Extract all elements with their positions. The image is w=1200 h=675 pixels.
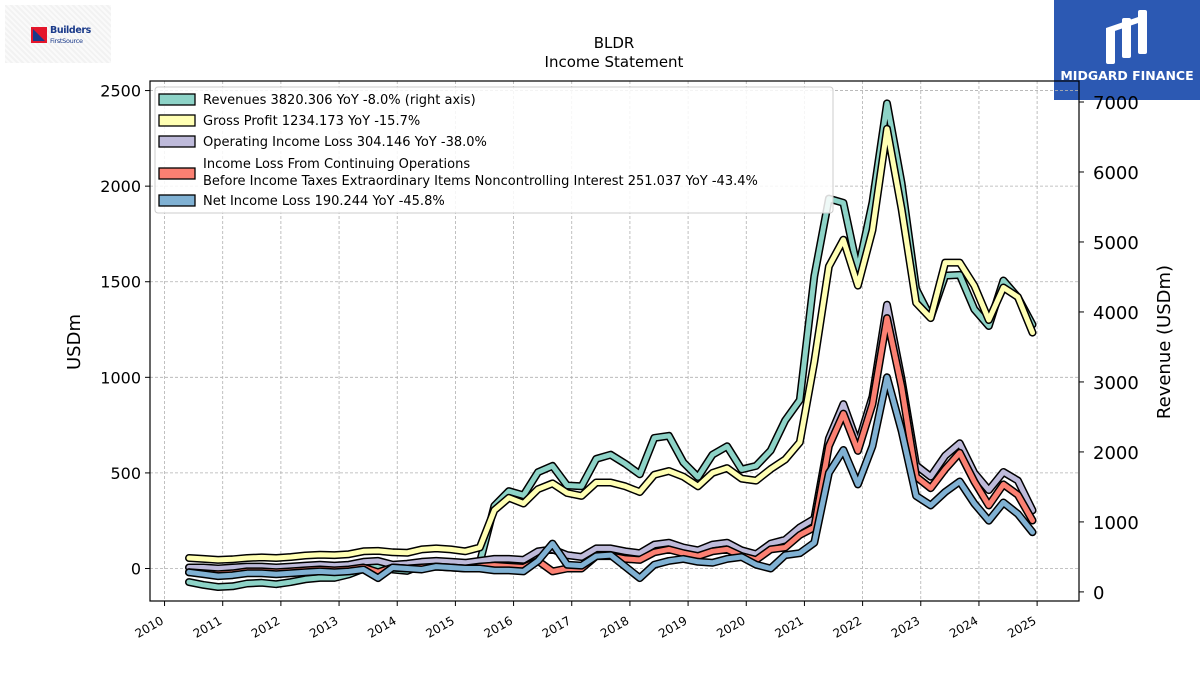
x-tick-label: 2018 (598, 613, 631, 640)
legend-label-net-income: Net Income Loss 190.244 YoY -45.8% (203, 194, 445, 209)
series-line-revenues (186, 100, 1035, 590)
x-tick-label: 2024 (947, 613, 980, 640)
y-axis-label-left: USDm (64, 314, 85, 370)
midgard-logo-mark-icon (1106, 10, 1147, 64)
y-right-tick-label: 1000 (1093, 513, 1139, 534)
x-tick-label: 2025 (1005, 613, 1038, 640)
logo-left-line2: FirstSource (50, 37, 83, 45)
x-tick-label: 2015 (423, 613, 456, 640)
legend-swatch-gross-profit (158, 114, 196, 127)
y-right-tick-label: 5000 (1093, 233, 1139, 254)
logo-left-line1: Builders (50, 25, 91, 36)
x-tick-label: 2021 (772, 613, 805, 640)
series-line-gross-profit (186, 126, 1035, 563)
legend-label-revenues: Revenues 3820.306 YoY -8.0% (right axis) (203, 93, 476, 108)
x-tick-label: 2023 (889, 613, 922, 640)
y-right-tick-label: 7000 (1093, 93, 1139, 114)
y-right-tick-label: 4000 (1093, 303, 1139, 324)
legend-label-operating-income: Operating Income Loss 304.146 YoY -38.0% (203, 135, 487, 150)
builders-firstsource-logo: Builders FirstSource (5, 5, 111, 63)
logo-right-wordmark: MIDGARD FINANCE (1060, 68, 1194, 83)
series-lines (185, 99, 1037, 591)
y-right-tick-label: 6000 (1093, 163, 1139, 184)
legend-swatch-pretax-income (158, 167, 196, 180)
x-tick-label: 2017 (540, 613, 573, 640)
y-left-tick-label: 0 (131, 560, 141, 579)
x-tick-label: 2019 (656, 613, 689, 640)
y-right-tick-label: 0 (1093, 583, 1104, 604)
legend-swatch-net-income (158, 194, 196, 207)
y-right-tick-label: 2000 (1093, 443, 1139, 464)
x-tick-label: 2014 (365, 613, 398, 640)
x-tick-label: 2012 (249, 613, 282, 640)
chart-title: BLDR (594, 34, 635, 52)
x-tick-label: 2020 (714, 613, 747, 640)
y-left-tick-label: 1000 (100, 368, 141, 387)
builders-logo-mark-icon (31, 27, 47, 43)
legend-swatch-revenues (158, 93, 196, 106)
y-right-tick-label: 3000 (1093, 373, 1139, 394)
y-left-tick-label: 2500 (100, 82, 141, 101)
y-left-tick-label: 1500 (100, 273, 141, 292)
legend: Revenues 3820.306 YoY -8.0% (right axis)… (154, 86, 834, 214)
legend-label-pretax-income-line1: Income Loss From Continuing Operations (203, 157, 470, 172)
midgard-finance-logo: MIDGARD FINANCE (1054, 0, 1200, 100)
legend-box (154, 86, 834, 214)
legend-swatch-operating-income (158, 135, 196, 148)
x-tick-label: 2010 (133, 613, 166, 640)
y-left-tick-label: 2000 (100, 177, 141, 196)
y-axis-label-right: Revenue (USDm) (1154, 265, 1175, 419)
x-tick-label: 2011 (191, 613, 224, 640)
x-tick-label: 2016 (482, 613, 515, 640)
plot-frame (149, 80, 1080, 602)
legend-label-gross-profit: Gross Profit 1234.173 YoY -15.7% (203, 114, 420, 129)
legend-label-pretax-income-line2: Before Income Taxes Extraordinary Items … (203, 174, 758, 189)
x-tick-label: 2013 (307, 613, 340, 640)
x-tick-label: 2022 (831, 613, 864, 640)
chart-subtitle: Income Statement (545, 53, 684, 71)
series-line-net-income-loss (186, 374, 1035, 581)
y-left-tick-label: 500 (110, 464, 141, 483)
